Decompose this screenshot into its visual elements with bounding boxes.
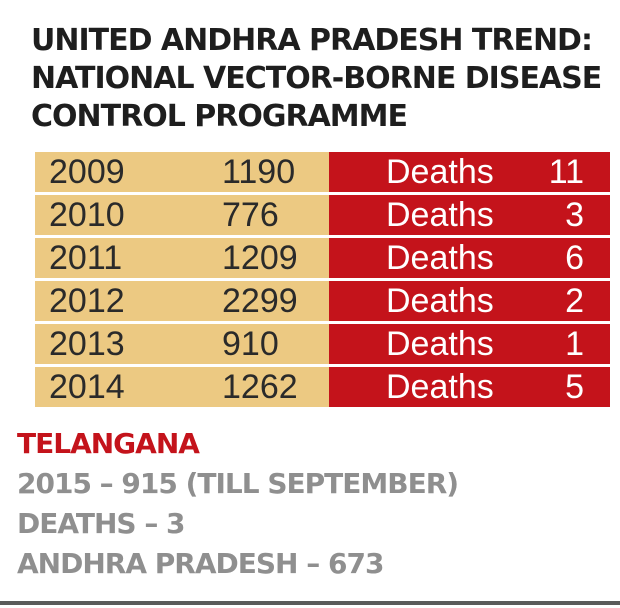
year-cases-cell: 2014 1262: [35, 367, 329, 407]
title-line-2: NATIONAL VECTOR-BORNE DISEASE: [31, 61, 602, 96]
table-row: 2009 1190 Deaths 11: [35, 152, 610, 192]
deaths-cell: Deaths 11: [329, 152, 610, 192]
deaths-value: 1: [565, 325, 584, 363]
year-label: 2014: [49, 368, 125, 406]
deaths-label: Deaths: [386, 239, 494, 277]
deaths-value: 5: [565, 368, 584, 406]
footer-heading: TELANGANA: [17, 427, 200, 460]
deaths-value: 2: [565, 282, 584, 320]
deaths-cell: Deaths 6: [329, 238, 610, 278]
footer-line-deaths: DEATHS – 3: [17, 507, 186, 540]
deaths-value: 11: [548, 153, 584, 191]
deaths-cell: Deaths 3: [329, 195, 610, 235]
table-row: 2010 776 Deaths 3: [35, 195, 610, 235]
cases-value: 2299: [222, 282, 298, 320]
cases-value: 1190: [222, 153, 296, 191]
footer-notes: TELANGANA 2015 – 915 (TILL SEPTEMBER) DE…: [17, 424, 607, 584]
year-cases-cell: 2010 776: [35, 195, 329, 235]
cases-value: 910: [222, 325, 279, 363]
title-line-1: UNITED ANDHRA PRADESH TREND:: [31, 23, 593, 58]
year-label: 2012: [49, 282, 125, 320]
deaths-label: Deaths: [386, 368, 494, 406]
deaths-label: Deaths: [386, 282, 494, 320]
cases-value: 1262: [222, 368, 298, 406]
footer-line-2015: 2015 – 915 (TILL SEPTEMBER): [17, 467, 459, 500]
deaths-cell: Deaths 5: [329, 367, 610, 407]
table-row: 2013 910 Deaths 1: [35, 324, 610, 364]
cases-value: 1209: [222, 239, 298, 277]
deaths-label: Deaths: [386, 153, 494, 191]
deaths-cell: Deaths 2: [329, 281, 610, 321]
title-line-3: CONTROL PROGRAMME: [31, 99, 408, 134]
year-label: 2013: [49, 325, 125, 363]
chart-title: UNITED ANDHRA PRADESH TREND: NATIONAL VE…: [31, 22, 602, 136]
footer-line-andhra: ANDHRA PRADESH – 673: [17, 547, 384, 580]
deaths-value: 6: [565, 239, 584, 277]
year-cases-cell: 2011 1209: [35, 238, 329, 278]
year-cases-cell: 2012 2299: [35, 281, 329, 321]
deaths-cell: Deaths 1: [329, 324, 610, 364]
year-cases-cell: 2009 1190: [35, 152, 329, 192]
year-label: 2009: [49, 153, 125, 191]
data-table: 2009 1190 Deaths 11 2010 776 Deaths 3 20…: [35, 152, 610, 407]
year-label: 2011: [49, 239, 123, 277]
table-row: 2012 2299 Deaths 2: [35, 281, 610, 321]
deaths-label: Deaths: [386, 196, 494, 234]
year-cases-cell: 2013 910: [35, 324, 329, 364]
cases-value: 776: [222, 196, 279, 234]
year-label: 2010: [49, 196, 125, 234]
deaths-value: 3: [565, 196, 584, 234]
table-row: 2014 1262 Deaths 5: [35, 367, 610, 407]
bottom-divider: [0, 601, 620, 605]
deaths-label: Deaths: [386, 325, 494, 363]
table-row: 2011 1209 Deaths 6: [35, 238, 610, 278]
